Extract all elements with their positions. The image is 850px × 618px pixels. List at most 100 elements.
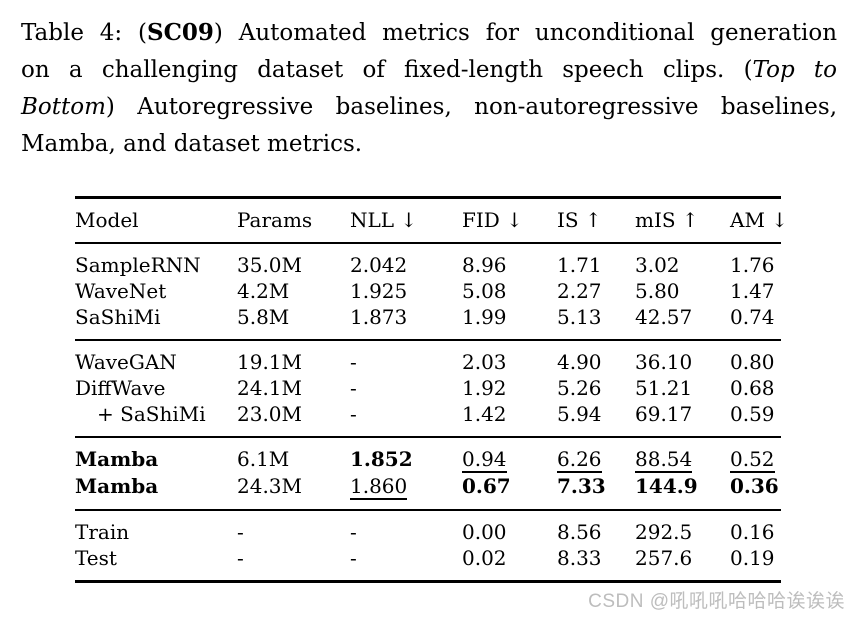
table-cell: Mamba <box>75 437 237 473</box>
table-cell: 1.873 <box>350 304 462 340</box>
cell-value: 88.54 <box>635 447 693 473</box>
cell-value: 0.74 <box>730 305 775 329</box>
table-row: Mamba 24.3M 1.860 0.67 7.33 144.9 0.36 <box>75 473 781 510</box>
table-cell: 1.76 <box>730 243 781 278</box>
table-cell: 23.0M <box>237 401 350 437</box>
table-cell: 1.42 <box>462 401 557 437</box>
table-cell: SampleRNN <box>75 243 237 278</box>
cell-value: 8.33 <box>557 546 602 570</box>
table-row: + SaShiMi 23.0M - 1.42 5.94 69.17 0.59 <box>75 401 781 437</box>
table-cell: 5.94 <box>557 401 635 437</box>
table-header-row: Model Params NLL ↓ FID ↓ IS ↑ mIS ↑ AM ↓ <box>75 198 788 243</box>
csdn-watermark: CSDN @吼吼吼哈哈哈诶诶诶 <box>588 591 845 612</box>
cell-value: 0.16 <box>730 520 775 544</box>
table-cell: - <box>350 510 462 545</box>
table-cell: 0.94 <box>462 437 557 473</box>
table-cell: 5.08 <box>462 278 557 304</box>
column-header: Params <box>237 208 313 232</box>
cell-value: 3.02 <box>635 253 680 277</box>
cell-value: 0.94 <box>462 447 507 473</box>
cell-value: 6.1M <box>237 447 290 471</box>
table-cell: 1.47 <box>730 278 781 304</box>
cell-value: 2.27 <box>557 279 602 303</box>
cell-value: 4.2M <box>237 279 290 303</box>
table-cell: Mamba <box>75 473 237 510</box>
cell-value: 23.0M <box>237 402 303 426</box>
table-cell: 6.26 <box>557 437 635 473</box>
column-header: FID ↓ <box>462 208 523 232</box>
cell-value: 5.94 <box>557 402 602 426</box>
table-cell: 42.57 <box>635 304 730 340</box>
table-cell: 1.71 <box>557 243 635 278</box>
cell-value: 5.13 <box>557 305 602 329</box>
cell-value: 1.925 <box>350 279 408 303</box>
table-cell: 19.1M <box>237 340 350 375</box>
table-row: WaveNet 4.2M 1.925 5.08 2.27 5.80 1.47 <box>75 278 781 304</box>
column-header: Model <box>75 208 139 232</box>
table-cell: 88.54 <box>635 437 730 473</box>
table-cell: 1.925 <box>350 278 462 304</box>
cell-value: 7.33 <box>557 474 606 498</box>
cell-value: 4.90 <box>557 350 602 374</box>
table-cell: 5.13 <box>557 304 635 340</box>
table-cell: 7.33 <box>557 473 635 510</box>
cell-value: 24.3M <box>237 474 303 498</box>
table-cell: 4.2M <box>237 278 350 304</box>
table-cell: 24.1M <box>237 375 350 401</box>
table-row: SaShiMi 5.8M 1.873 1.99 5.13 42.57 0.74 <box>75 304 781 340</box>
cell-value: - <box>237 546 244 570</box>
table-cell: 5.26 <box>557 375 635 401</box>
table-cell: 35.0M <box>237 243 350 278</box>
cell-value: 0.00 <box>462 520 507 544</box>
caption-text: Table 4: ( <box>21 20 147 46</box>
table-row: Test - - 0.02 8.33 257.6 0.19 <box>75 545 781 582</box>
table-cell: - <box>350 340 462 375</box>
table-cell: Train <box>75 510 237 545</box>
table-cell: 0.00 <box>462 510 557 545</box>
cell-value: 36.10 <box>635 350 693 374</box>
cell-value: 19.1M <box>237 350 303 374</box>
table-cell: 1.92 <box>462 375 557 401</box>
table-cell: - <box>237 545 350 582</box>
cell-value: 5.80 <box>635 279 680 303</box>
caption-italic-top-to: Top to <box>752 57 837 83</box>
table-cell: DiffWave <box>75 375 237 401</box>
cell-value: WaveGAN <box>75 350 177 374</box>
table-cell: SaShiMi <box>75 304 237 340</box>
cell-value: 5.8M <box>237 305 290 329</box>
table-cell: + SaShiMi <box>75 401 237 437</box>
cell-value: 51.21 <box>635 376 693 400</box>
cell-value: Test <box>75 546 117 570</box>
cell-value: 144.9 <box>635 474 698 498</box>
table-cell: 2.03 <box>462 340 557 375</box>
table-cell: - <box>350 545 462 582</box>
table-cell: WaveNet <box>75 278 237 304</box>
column-header: mIS ↑ <box>635 208 699 232</box>
cell-value: DiffWave <box>75 376 166 400</box>
table-row: DiffWave 24.1M - 1.92 5.26 51.21 0.68 <box>75 375 781 401</box>
table-cell: 4.90 <box>557 340 635 375</box>
cell-value: - <box>350 520 357 544</box>
caption-text: ) Automated metrics for unconditional ge… <box>213 20 838 46</box>
cell-value: - <box>350 546 357 570</box>
cell-value: 69.17 <box>635 402 693 426</box>
cell-value: 1.873 <box>350 305 408 329</box>
cell-value: 0.67 <box>462 474 511 498</box>
cell-value: - <box>350 350 357 374</box>
table-cell: 0.80 <box>730 340 781 375</box>
table-caption: Table 4: (SC09) Automated metrics for un… <box>0 0 850 163</box>
cell-value: 0.19 <box>730 546 775 570</box>
table-cell: 8.96 <box>462 243 557 278</box>
table-cell: 0.16 <box>730 510 781 545</box>
cell-value: 2.042 <box>350 253 408 277</box>
caption-line-3: Bottom) Autoregressive baselines, non-au… <box>21 89 837 126</box>
cell-value: Mamba <box>75 447 159 471</box>
table-cell: 8.56 <box>557 510 635 545</box>
cell-value: 35.0M <box>237 253 303 277</box>
section-dataset-metrics: Train - -0.00 8.56 292.5 0.16 Test - -0.02 8.33 25… <box>75 510 781 582</box>
cell-value: Mamba <box>75 474 159 498</box>
table-cell: 5.8M <box>237 304 350 340</box>
table-cell: 1.852 <box>350 437 462 473</box>
table-cell: 257.6 <box>635 545 730 582</box>
table-cell: 0.68 <box>730 375 781 401</box>
